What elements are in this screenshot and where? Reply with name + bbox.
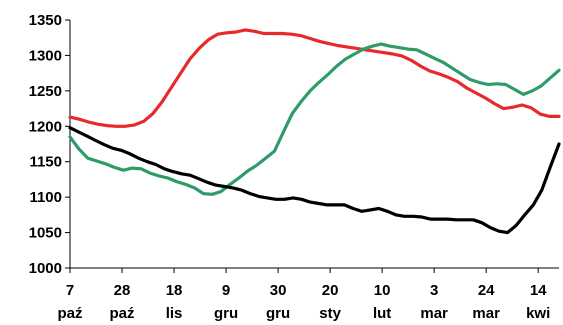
x-tick-label-day: 3 (430, 282, 438, 299)
x-tick-label-month: kwi (526, 305, 550, 322)
x-tick-label-day: 30 (270, 282, 287, 299)
y-tick-label: 1150 (29, 154, 62, 171)
y-tick-label: 1000 (29, 260, 62, 277)
series-line-1 (70, 30, 559, 126)
y-axis-ticks: 1000 1050 1100 1150 1200 1250 1300 1350 (29, 12, 70, 277)
x-axis-ticks: 7 paź 28 paź 18 lis 9 gru 30 gru 20 sty 10 lut 3 mar 24 m… (57, 268, 550, 322)
x-tick-label-day: 10 (374, 282, 391, 299)
y-tick-label: 1350 (29, 12, 62, 29)
x-tick-label-month: mar (472, 305, 500, 322)
x-tick-label-month: paź (110, 305, 135, 322)
series-line-2 (70, 44, 559, 194)
x-tick-label-month: lut (373, 305, 391, 322)
y-tick-label: 1050 (29, 225, 62, 242)
plot-area: 1000 1050 1100 1150 1200 1250 1300 1350 7 paź 28 p… (29, 12, 559, 322)
x-tick-label-month: gru (214, 305, 238, 322)
y-tick-label: 1100 (29, 189, 62, 206)
series-lines (70, 30, 559, 233)
x-tick-label-month: mar (420, 305, 448, 322)
x-tick-label-day: 24 (478, 282, 495, 299)
y-tick-label: 1300 (29, 47, 62, 64)
series-line-3 (70, 128, 559, 233)
x-tick-label-day: 14 (530, 282, 547, 299)
x-tick-label-day: 28 (114, 282, 131, 299)
y-tick-label: 1200 (29, 118, 62, 135)
x-tick-label-month: lis (166, 305, 183, 322)
y-tick-label: 1250 (29, 83, 62, 100)
x-tick-label-month: gru (266, 305, 290, 322)
x-tick-label-month: paź (57, 305, 82, 322)
x-tick-label-day: 7 (66, 282, 74, 299)
x-tick-label-day: 9 (222, 282, 230, 299)
x-tick-label-day: 18 (166, 282, 183, 299)
x-tick-label-month: sty (319, 305, 341, 322)
x-tick-label-day: 20 (322, 282, 339, 299)
